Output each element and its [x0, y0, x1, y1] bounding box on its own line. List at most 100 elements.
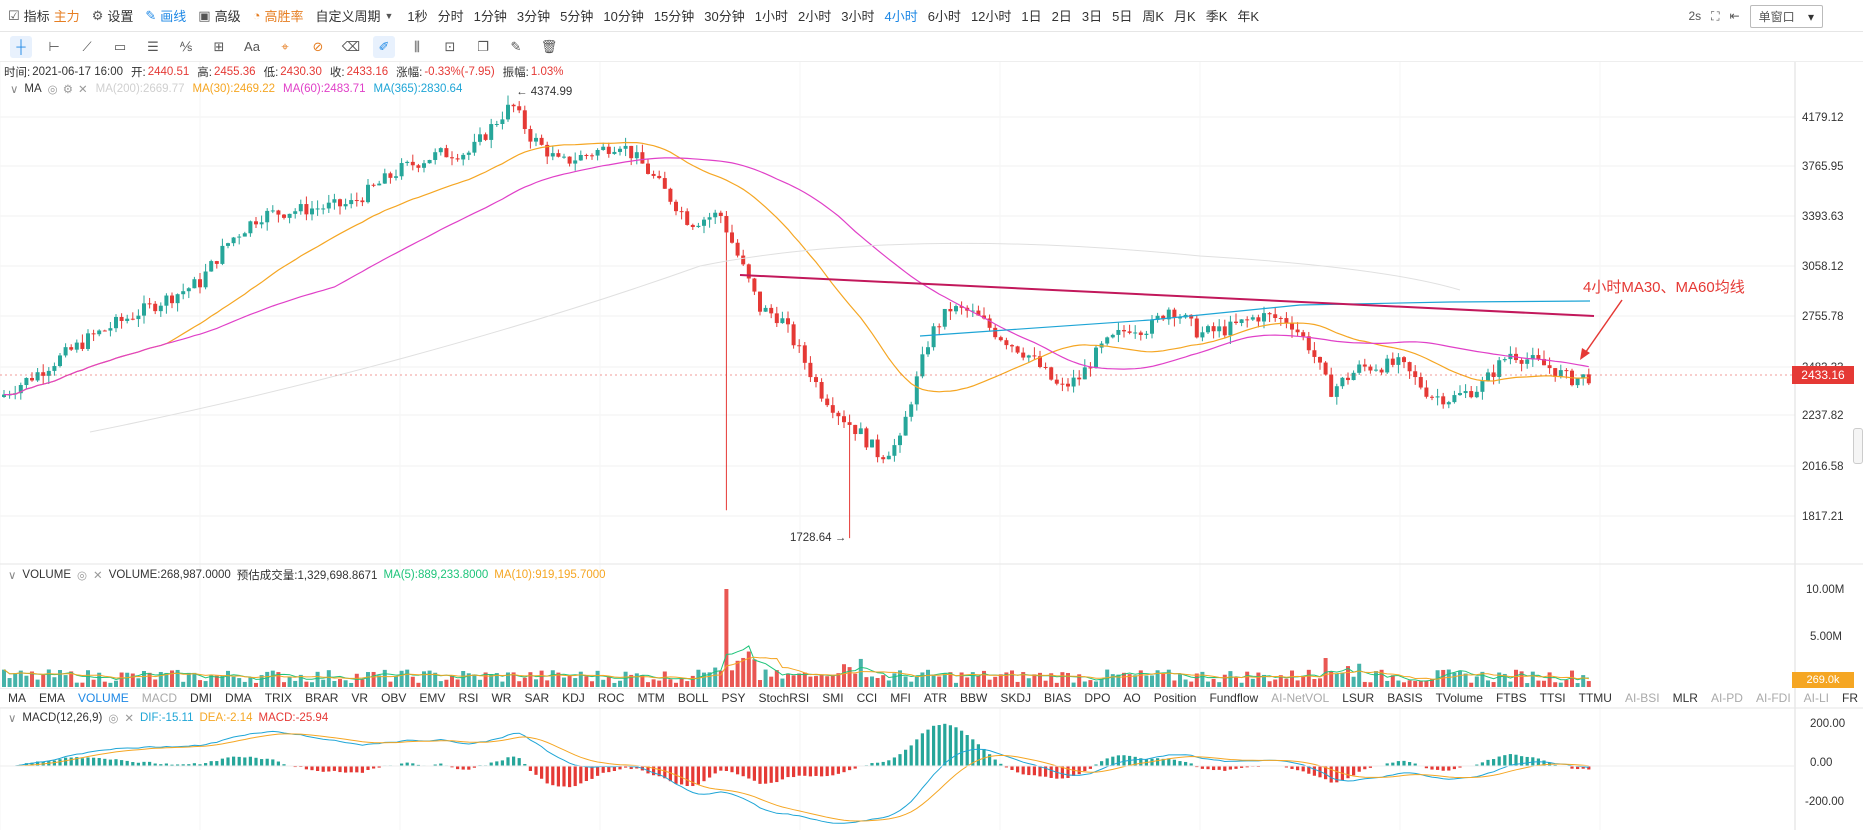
eraser-icon[interactable]: ⌫	[341, 38, 361, 54]
horizontal-ray-icon[interactable]: ⊢	[48, 38, 60, 54]
macd-close-icon[interactable]: ✕	[124, 713, 134, 725]
trendline-icon[interactable]: ⟋	[82, 38, 92, 54]
panel-tab-13[interactable]: SAR	[524, 691, 550, 705]
panel-tab-14[interactable]: KDJ	[562, 691, 585, 705]
panel-tab-19[interactable]: StochRSI	[758, 691, 810, 705]
panel-tab-43[interactable]: FR	[1842, 691, 1858, 705]
measure-icon[interactable]: ⊞	[213, 38, 225, 54]
period-tab-4[interactable]: 5分钟	[560, 9, 594, 24]
panel-tab-6[interactable]: TRIX	[264, 691, 293, 705]
panel-tab-21[interactable]: CCI	[856, 691, 878, 705]
panel-tab-30[interactable]: Fundflow	[1209, 691, 1259, 705]
panel-tab-4[interactable]: DMI	[190, 691, 213, 705]
ma-close-icon[interactable]: ✕	[78, 84, 88, 96]
period-tab-17[interactable]: 5日	[1112, 9, 1133, 24]
panel-tab-38[interactable]: AI-BSI	[1624, 691, 1660, 705]
period-tab-18[interactable]: 周K	[1142, 9, 1165, 24]
parallel-lines-icon[interactable]: ☰	[147, 38, 159, 54]
panel-tab-3[interactable]: MACD	[141, 691, 178, 705]
panel-tab-16[interactable]: MTM	[637, 691, 665, 705]
panel-tab-24[interactable]: BBW	[960, 691, 988, 705]
panel-tab-31[interactable]: AI-NetVOL	[1271, 691, 1330, 705]
strong-magnet-icon[interactable]: ⊘	[312, 38, 324, 54]
panel-tab-34[interactable]: TVolume	[1435, 691, 1483, 705]
panel-tab-9[interactable]: OBV	[381, 691, 407, 705]
panel-tab-20[interactable]: SMI	[822, 691, 844, 705]
trash-icon[interactable]: 🗑	[540, 38, 558, 54]
panel-tab-25[interactable]: SKDJ	[1000, 691, 1032, 705]
fibonacci-icon[interactable]: ⅍	[179, 39, 193, 54]
panel-tab-2[interactable]: VOLUME	[78, 691, 129, 705]
period-tab-10[interactable]: 3小时	[841, 9, 875, 24]
period-tab-15[interactable]: 2日	[1051, 9, 1072, 24]
winrate-button[interactable]: ◔ 高胜率	[253, 6, 304, 25]
copy-icon[interactable]: ❐	[477, 38, 489, 54]
period-tab-1[interactable]: 分时	[437, 9, 464, 24]
panel-tab-18[interactable]: PSY	[721, 691, 746, 705]
panel-tab-36[interactable]: TTSI	[1539, 691, 1566, 705]
period-tab-11[interactable]: 4小时	[884, 9, 918, 24]
panel-tab-10[interactable]: EMV	[419, 691, 446, 705]
eye-icon[interactable]: ◎	[47, 84, 58, 96]
magnet-icon[interactable]: ⌖	[281, 38, 289, 54]
panel-tab-35[interactable]: FTBS	[1495, 691, 1527, 705]
single-window-button[interactable]: 单窗口 ▾	[1749, 4, 1823, 28]
panel-tab-22[interactable]: MFI	[890, 691, 911, 705]
candle-style-icon[interactable]: ⫼	[414, 38, 420, 54]
period-tab-3[interactable]: 3分钟	[516, 9, 551, 24]
rectangle-icon[interactable]: ▭	[113, 38, 127, 54]
panel-tab-8[interactable]: VR	[351, 691, 369, 705]
collapse-chevron-icon[interactable]: ∨	[8, 570, 17, 582]
custom-period-dropdown[interactable]: 自定义周期 ▼	[315, 6, 393, 25]
edit-icon[interactable]: ✎	[510, 38, 522, 54]
panel-tab-12[interactable]: WR	[491, 691, 512, 705]
panel-tab-23[interactable]: ATR	[923, 691, 948, 705]
panel-tab-41[interactable]: AI-FDI	[1755, 691, 1791, 705]
panel-tab-32[interactable]: LSUR	[1342, 691, 1375, 705]
draw-button[interactable]: ✎ 画线	[145, 6, 186, 25]
settings-button[interactable]: ⚙ 设置	[92, 6, 134, 25]
period-tab-13[interactable]: 12小时	[970, 9, 1012, 24]
period-tab-2[interactable]: 1分钟	[473, 9, 507, 24]
panel-tab-28[interactable]: AO	[1123, 691, 1141, 705]
lock-draw-icon[interactable]: ✐	[373, 35, 395, 58]
indicator-button[interactable]: ☑ 指标 主力	[8, 6, 80, 25]
period-tab-20[interactable]: 季K	[1205, 9, 1228, 24]
period-tab-5[interactable]: 10分钟	[603, 9, 644, 24]
panel-tab-29[interactable]: Position	[1153, 691, 1197, 705]
panel-tab-17[interactable]: BOLL	[677, 691, 709, 705]
collapse-chevron-icon[interactable]: ∨	[8, 713, 17, 725]
collapse-chevron-icon[interactable]: ∨	[10, 84, 19, 96]
ma-settings-icon[interactable]: ⚙	[62, 84, 74, 96]
collapse-icon[interactable]: ⇤	[1729, 9, 1740, 23]
panel-tab-5[interactable]: DMA	[225, 691, 252, 705]
period-tab-9[interactable]: 2小时	[798, 9, 832, 24]
panel-tab-0[interactable]: MA	[8, 691, 26, 705]
refresh-interval[interactable]: 2s	[1688, 9, 1702, 23]
panel-tab-42[interactable]: AI-LI	[1803, 691, 1829, 705]
panel-tab-39[interactable]: MLR	[1672, 691, 1698, 705]
fullscreen-icon[interactable]: ⛶	[1711, 8, 1720, 23]
crosshair-icon[interactable]: ┼	[10, 35, 32, 58]
macd-settings-icon[interactable]: ◎	[108, 713, 119, 725]
period-tab-8[interactable]: 1小时	[754, 9, 788, 24]
period-tab-14[interactable]: 1日	[1021, 9, 1042, 24]
period-tab-16[interactable]: 3日	[1081, 9, 1103, 24]
period-tab-19[interactable]: 月K	[1174, 9, 1196, 24]
panel-tab-33[interactable]: BASIS	[1387, 691, 1423, 705]
text-icon[interactable]: Aa	[244, 39, 260, 54]
panel-tab-15[interactable]: ROC	[597, 691, 625, 705]
panel-tab-11[interactable]: RSI	[458, 691, 479, 705]
period-tab-21[interactable]: 年K	[1237, 9, 1260, 24]
panel-tab-1[interactable]: EMA	[39, 691, 66, 705]
period-tab-0[interactable]: 1秒	[407, 9, 428, 24]
panel-tab-37[interactable]: TTMU	[1578, 691, 1612, 705]
lock-icon[interactable]: ⊡	[444, 38, 456, 54]
panel-tab-26[interactable]: BIAS	[1044, 691, 1072, 705]
panel-tab-27[interactable]: DPO	[1084, 691, 1111, 705]
volume-close-icon[interactable]: ✕	[93, 570, 103, 582]
side-panel-handle[interactable]	[1853, 428, 1863, 464]
period-tab-12[interactable]: 6小时	[927, 9, 961, 24]
period-tab-6[interactable]: 15分钟	[653, 9, 695, 24]
advanced-button[interactable]: ▣ 高级	[198, 6, 240, 25]
